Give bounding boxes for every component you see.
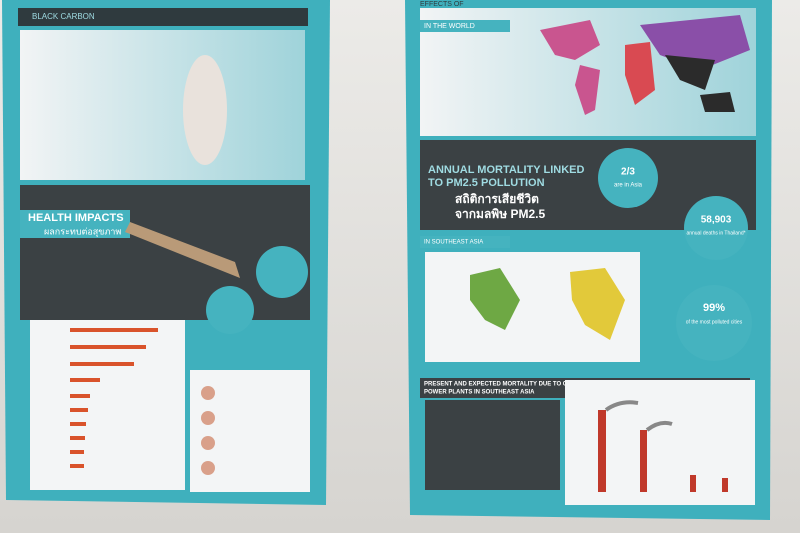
stat-value: 2/3	[621, 167, 635, 178]
stat-label: annual deaths in Thailand*	[686, 230, 745, 236]
header-band	[18, 8, 308, 26]
map-thailand-future	[570, 268, 625, 340]
body-figure	[183, 55, 227, 165]
coal-title: POWER PLANTS IN SOUTHEAST ASIA	[424, 390, 535, 396]
map-thailand	[470, 268, 520, 330]
header: EFFECTS OF	[420, 1, 464, 8]
section-thai: ผลกระทบต่อสุขภาพ	[44, 226, 121, 237]
chimneys	[598, 400, 728, 492]
mortality-thai: สถิติการเสียชีวิต	[455, 192, 539, 206]
world-map	[540, 15, 750, 115]
stat-value: 58,903	[701, 215, 732, 226]
world-label: IN THE WORLD	[424, 23, 475, 30]
info-panel	[20, 30, 305, 180]
label-band	[420, 20, 510, 32]
head-figure	[195, 58, 215, 78]
right-poster: EFFECTS OF IN THE WORLD ANNUAL MORTALITY…	[405, 0, 772, 520]
header: BLACK CARBON	[32, 12, 95, 21]
mortality-title: ANNUAL MORTALITY LINKED	[428, 164, 584, 176]
section-band	[20, 210, 130, 238]
stat-label: are in Asia	[614, 183, 643, 189]
text-block	[425, 400, 560, 490]
mortality-thai: จากมลพิษ PM2.5	[455, 207, 545, 221]
info-circle	[256, 246, 308, 298]
label-band	[420, 236, 510, 248]
sea-label: IN SOUTHEAST ASIA	[424, 240, 483, 246]
dark-section	[20, 185, 310, 320]
bars	[70, 328, 158, 468]
stat-value: 99%	[703, 302, 725, 314]
info-circle	[206, 286, 254, 334]
stat-label: of the most polluted cities	[686, 319, 743, 325]
organ-icons	[201, 386, 215, 475]
airway-illustration	[125, 222, 240, 278]
coal-title: PRESENT AND EXPECTED MORTALITY DUE TO CO…	[424, 382, 600, 388]
stat-circle	[598, 148, 658, 208]
stat-circle	[676, 285, 752, 361]
mortality-title: TO PM2.5 POLLUTION	[428, 177, 545, 189]
left-poster: BLACK CARBON HEALTH IMPACTS ผลกระทบต่อสุ…	[2, 0, 330, 505]
stat-circle	[684, 196, 748, 260]
section-title: HEALTH IMPACTS	[28, 212, 124, 224]
